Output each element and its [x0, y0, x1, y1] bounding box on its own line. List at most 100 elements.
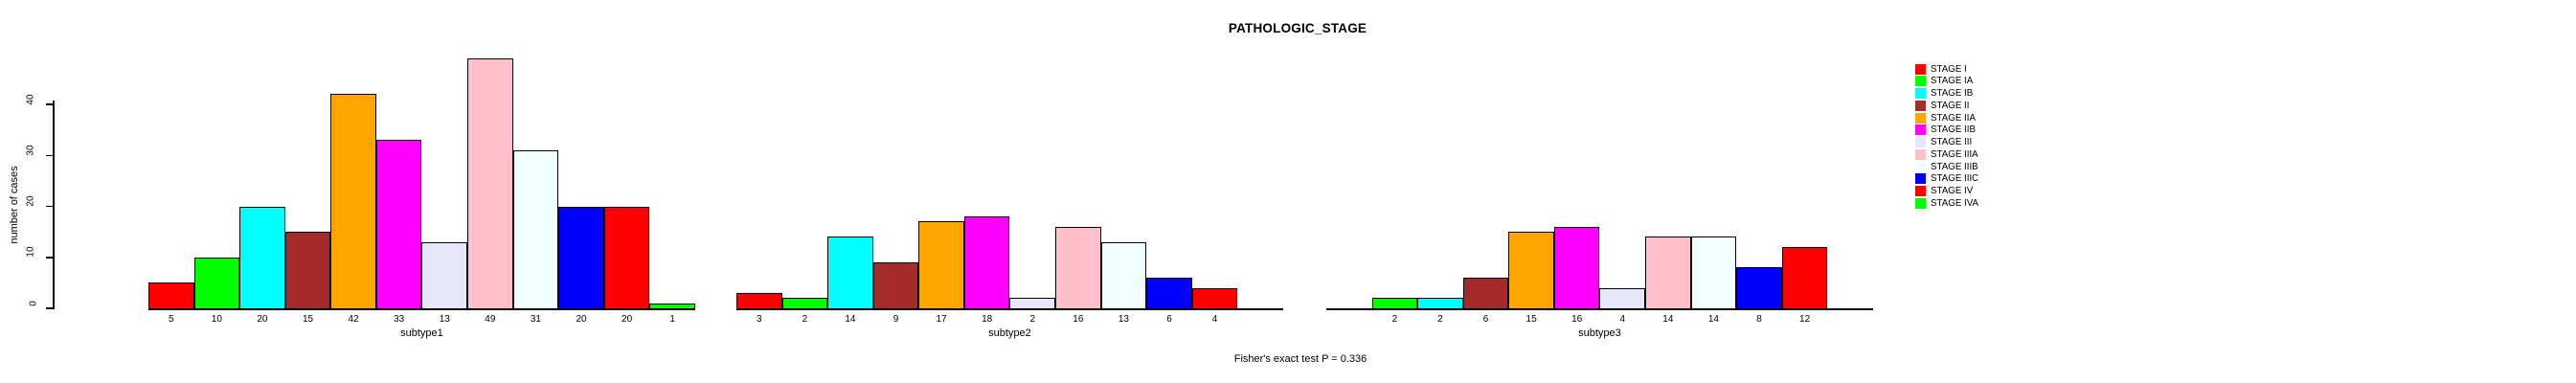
bar-value-label: 5: [169, 314, 174, 325]
bar-subtype1-stage-iva: [649, 303, 695, 309]
bar-subtype1-stage-iia: [330, 94, 376, 309]
group-label-subtype2: subtype2: [988, 327, 1031, 339]
legend-item: STAGE IB: [1915, 88, 1973, 100]
legend-item: STAGE IIIC: [1915, 173, 1978, 185]
legend-label: STAGE IVA: [1931, 197, 1979, 209]
bar-subtype3-stage-iia: [1508, 232, 1554, 309]
y-tick: [46, 154, 53, 156]
legend-swatch: [1915, 137, 1926, 147]
bar-subtype1-stage-ii: [284, 232, 331, 309]
bar-value-label: 6: [1482, 314, 1489, 325]
bar-value-label: 4: [1211, 314, 1218, 325]
bar-subtype1-stage-i: [148, 282, 194, 309]
bar-value-label: 12: [1799, 314, 1811, 325]
legend-item: STAGE IIB: [1915, 124, 1976, 136]
bar-subtype2-stage-i: [736, 293, 782, 309]
bar-value-label: 14: [1662, 314, 1674, 325]
bar-subtype1-stage-iib: [375, 140, 422, 309]
chart-title: PATHOLOGIC_STAGE: [1228, 21, 1367, 35]
bar-subtype1-stage-ib: [239, 206, 285, 309]
legend-label: STAGE III: [1931, 137, 1973, 147]
bar-subtype2-stage-iiic: [1146, 278, 1192, 309]
fisher-test-annotation: Fisher's exact test P = 0.336: [1233, 353, 1367, 365]
bar-value-label: 16: [1571, 314, 1583, 325]
y-tick: [46, 205, 53, 208]
bar-subtype1-stage-iiib: [512, 149, 559, 309]
bar-subtype3-stage-iib: [1553, 226, 1600, 309]
bar-value-label: 42: [348, 314, 359, 325]
bar-value-label: 20: [621, 314, 633, 325]
legend-item: STAGE IIIB: [1915, 161, 1978, 172]
bar-value-label: 1: [669, 314, 675, 325]
bar-subtype1-stage-iiia: [467, 58, 513, 309]
legend-label: STAGE IIIC: [1931, 173, 1979, 185]
bar-subtype2-stage-ii: [872, 262, 919, 309]
bar-value-label: 10: [211, 314, 222, 325]
bar-subtype2-stage-iiib: [1100, 241, 1147, 309]
bar-subtype2-stage-iv: [1191, 287, 1238, 309]
legend-item: STAGE IIIA: [1915, 148, 1978, 160]
bar-subtype3-stage-ii: [1462, 278, 1509, 309]
bar-subtype3-stage-iiic: [1736, 267, 1782, 309]
group-label-subtype3: subtype3: [1578, 327, 1621, 339]
bar-value-label: 14: [845, 314, 856, 325]
bar-value-label: 20: [257, 314, 268, 325]
bar-value-label: 3: [757, 314, 762, 325]
legend-label: STAGE IIIA: [1931, 148, 1978, 160]
bar-subtype3-stage-ib: [1417, 298, 1463, 309]
legend-item: STAGE I: [1915, 63, 1967, 75]
bar-subtype2-stage-iib: [963, 216, 1010, 309]
legend-item: STAGE IVA: [1915, 197, 1978, 209]
bar-value-label: 17: [936, 314, 947, 325]
bar-subtype1-stage-ia: [193, 257, 240, 309]
bar-value-label: 2: [1437, 314, 1443, 325]
bar-subtype2-stage-ib: [827, 237, 873, 309]
y-tick: [46, 257, 53, 259]
legend-label: STAGE IV: [1931, 186, 1974, 196]
legend-label: STAGE II: [1931, 100, 1970, 111]
y-tick: [46, 307, 53, 309]
bar-value-label: 31: [530, 314, 541, 325]
group-label-subtype1: subtype1: [400, 327, 443, 339]
legend-swatch: [1915, 76, 1926, 87]
bar-value-label: 4: [1619, 314, 1626, 325]
bar-subtype3-stage-ia: [1371, 298, 1418, 309]
bar-subtype2-stage-iii: [1009, 298, 1056, 309]
y-tick: [46, 103, 53, 105]
bar-subtype2-stage-iia: [918, 221, 964, 309]
bar-value-label: 15: [302, 314, 314, 325]
legend-swatch: [1915, 197, 1926, 209]
legend-label: STAGE I: [1931, 63, 1967, 75]
bar-value-label: 13: [1118, 314, 1129, 325]
legend-swatch: [1915, 186, 1926, 196]
legend-swatch: [1915, 124, 1926, 136]
bar-subtype3-stage-iiia: [1645, 237, 1691, 309]
legend-swatch: [1915, 88, 1926, 99]
legend-swatch: [1915, 63, 1926, 75]
bar-value-label: 18: [982, 314, 993, 325]
bar-value-label: 20: [576, 314, 587, 325]
bar-value-label: 13: [439, 314, 450, 325]
bar-value-label: 2: [1029, 314, 1036, 325]
bar-subtype2-stage-iiia: [1055, 226, 1101, 309]
y-axis-line: [53, 101, 55, 309]
y-axis-label: number of cases: [9, 166, 20, 244]
bar-value-label: 2: [802, 314, 808, 325]
legend-item: STAGE III: [1915, 137, 1972, 148]
legend-swatch: [1915, 173, 1926, 185]
bar-subtype3-stage-iii: [1599, 287, 1646, 309]
legend-item: STAGE IA: [1915, 76, 1973, 87]
legend-label: STAGE IIA: [1931, 112, 1976, 124]
bar-subtype1-stage-iiic: [558, 206, 604, 309]
bar-value-label: 16: [1073, 314, 1084, 325]
bar-subtype3-stage-iv: [1781, 247, 1828, 309]
legend-swatch: [1915, 100, 1926, 111]
bar-value-label: 9: [893, 314, 899, 325]
bar-value-label: 15: [1525, 314, 1537, 325]
legend-item: STAGE IV: [1915, 186, 1973, 197]
legend-label: STAGE IB: [1931, 88, 1974, 99]
bar-value-label: 2: [1391, 314, 1398, 325]
bar-subtype2-stage-ia: [781, 298, 828, 309]
bar-subtype1-stage-iv: [603, 206, 650, 309]
